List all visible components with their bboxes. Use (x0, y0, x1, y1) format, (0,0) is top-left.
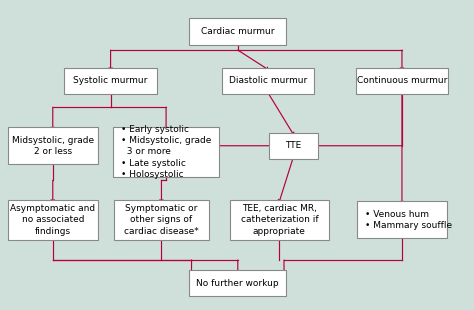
FancyBboxPatch shape (269, 133, 318, 159)
Text: • Venous hum
• Mammary souffle: • Venous hum • Mammary souffle (365, 210, 452, 230)
Text: • Early systolic
• Midsystolic, grade
  3 or more
• Late systolic
• Holosystolic: • Early systolic • Midsystolic, grade 3 … (121, 125, 211, 179)
FancyBboxPatch shape (189, 18, 286, 46)
FancyBboxPatch shape (114, 200, 209, 240)
Text: Continuous murmur: Continuous murmur (357, 77, 447, 86)
Text: Symptomatic or
other signs of
cardiac disease*: Symptomatic or other signs of cardiac di… (124, 204, 199, 236)
FancyBboxPatch shape (113, 127, 219, 177)
Text: TEE, cardiac MR,
catheterization if
appropriate: TEE, cardiac MR, catheterization if appr… (241, 204, 318, 236)
Text: No further workup: No further workup (196, 279, 279, 288)
Text: Cardiac murmur: Cardiac murmur (201, 27, 274, 36)
FancyBboxPatch shape (8, 200, 98, 240)
FancyBboxPatch shape (221, 68, 314, 94)
FancyBboxPatch shape (230, 200, 329, 240)
Text: TTE: TTE (285, 141, 301, 150)
FancyBboxPatch shape (357, 201, 447, 238)
Text: Asymptomatic and
no associated
findings: Asymptomatic and no associated findings (10, 204, 95, 236)
FancyBboxPatch shape (189, 270, 286, 296)
FancyBboxPatch shape (8, 127, 98, 164)
Text: Systolic murmur: Systolic murmur (73, 77, 148, 86)
FancyBboxPatch shape (64, 68, 157, 94)
Text: Midsystolic, grade
2 or less: Midsystolic, grade 2 or less (12, 135, 94, 156)
Text: Diastolic murmur: Diastolic murmur (229, 77, 307, 86)
FancyBboxPatch shape (356, 68, 448, 94)
